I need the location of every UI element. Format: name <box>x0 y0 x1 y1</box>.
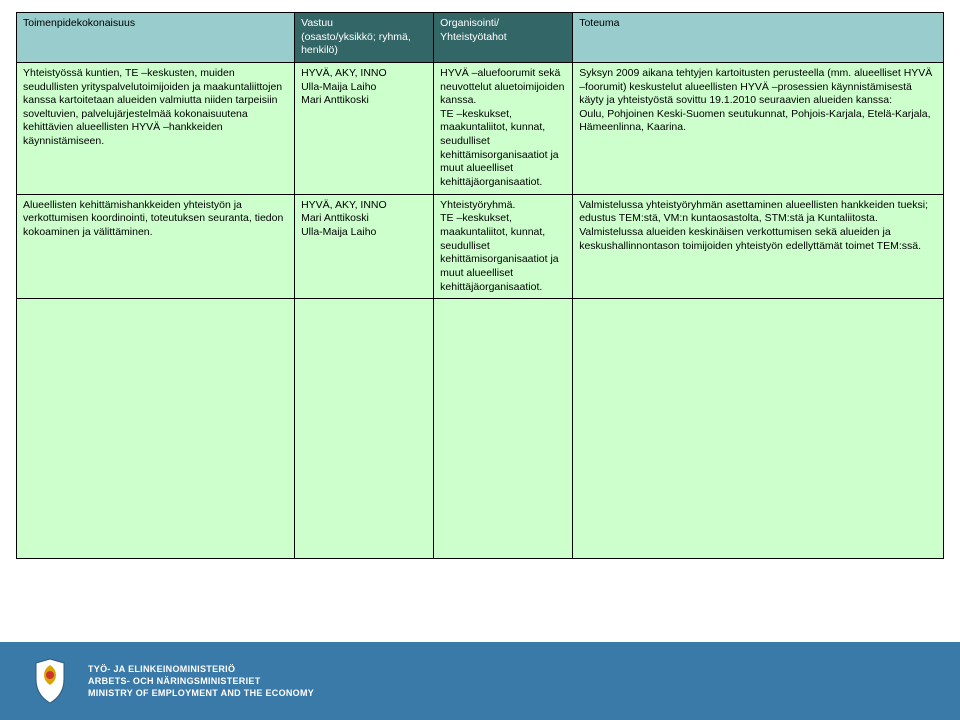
cell: Yhteistyöryhmä.TE –keskukset, maakuntali… <box>434 194 573 298</box>
table-row: Yhteistyössä kuntien, TE –keskusten, mui… <box>17 62 944 194</box>
ministry-line-en: MINISTRY OF EMPLOYMENT AND THE ECONOMY <box>88 687 314 699</box>
page: Toimenpidekokonaisuus Vastuu(osasto/yksi… <box>0 0 960 720</box>
cell: HYVÄ –aluefoorumit sekä neuvottelut alue… <box>434 62 573 194</box>
cell-empty <box>434 299 573 559</box>
cell: Yhteistyössä kuntien, TE –keskusten, mui… <box>17 62 295 194</box>
table-container: Toimenpidekokonaisuus Vastuu(osasto/yksi… <box>0 0 960 642</box>
table-row: Alueellisten kehittämishankkeiden yhteis… <box>17 194 944 298</box>
action-table: Toimenpidekokonaisuus Vastuu(osasto/yksi… <box>16 12 944 559</box>
ministry-label: TYÖ- JA ELINKEINOMINISTERIÖ ARBETS- OCH … <box>88 663 314 699</box>
cell: Valmistelussa yhteistyöryhmän asettamine… <box>573 194 944 298</box>
ministry-line-sv: ARBETS- OCH NÄRINGSMINISTERIET <box>88 675 314 687</box>
footer-banner: TYÖ- JA ELINKEINOMINISTERIÖ ARBETS- OCH … <box>0 642 960 720</box>
cell: HYVÄ, AKY, INNOMari AnttikoskiUlla-Maija… <box>295 194 434 298</box>
cell: HYVÄ, AKY, INNOUlla-Maija LaihoMari Antt… <box>295 62 434 194</box>
header-row: Toimenpidekokonaisuus Vastuu(osasto/yksi… <box>17 13 944 63</box>
cell: Alueellisten kehittämishankkeiden yhteis… <box>17 194 295 298</box>
crest-icon <box>30 657 70 705</box>
col-header-4: Toteuma <box>573 13 944 63</box>
cell-empty <box>17 299 295 559</box>
table-row-empty <box>17 299 944 559</box>
col-header-1: Toimenpidekokonaisuus <box>17 13 295 63</box>
col-header-3: Organisointi/Yhteistyötahot <box>434 13 573 63</box>
col-header-2: Vastuu(osasto/yksikkö; ryhmä, henkilö) <box>295 13 434 63</box>
ministry-line-fi: TYÖ- JA ELINKEINOMINISTERIÖ <box>88 663 314 675</box>
cell-empty <box>573 299 944 559</box>
cell: Syksyn 2009 aikana tehtyjen kartoitusten… <box>573 62 944 194</box>
cell-empty <box>295 299 434 559</box>
